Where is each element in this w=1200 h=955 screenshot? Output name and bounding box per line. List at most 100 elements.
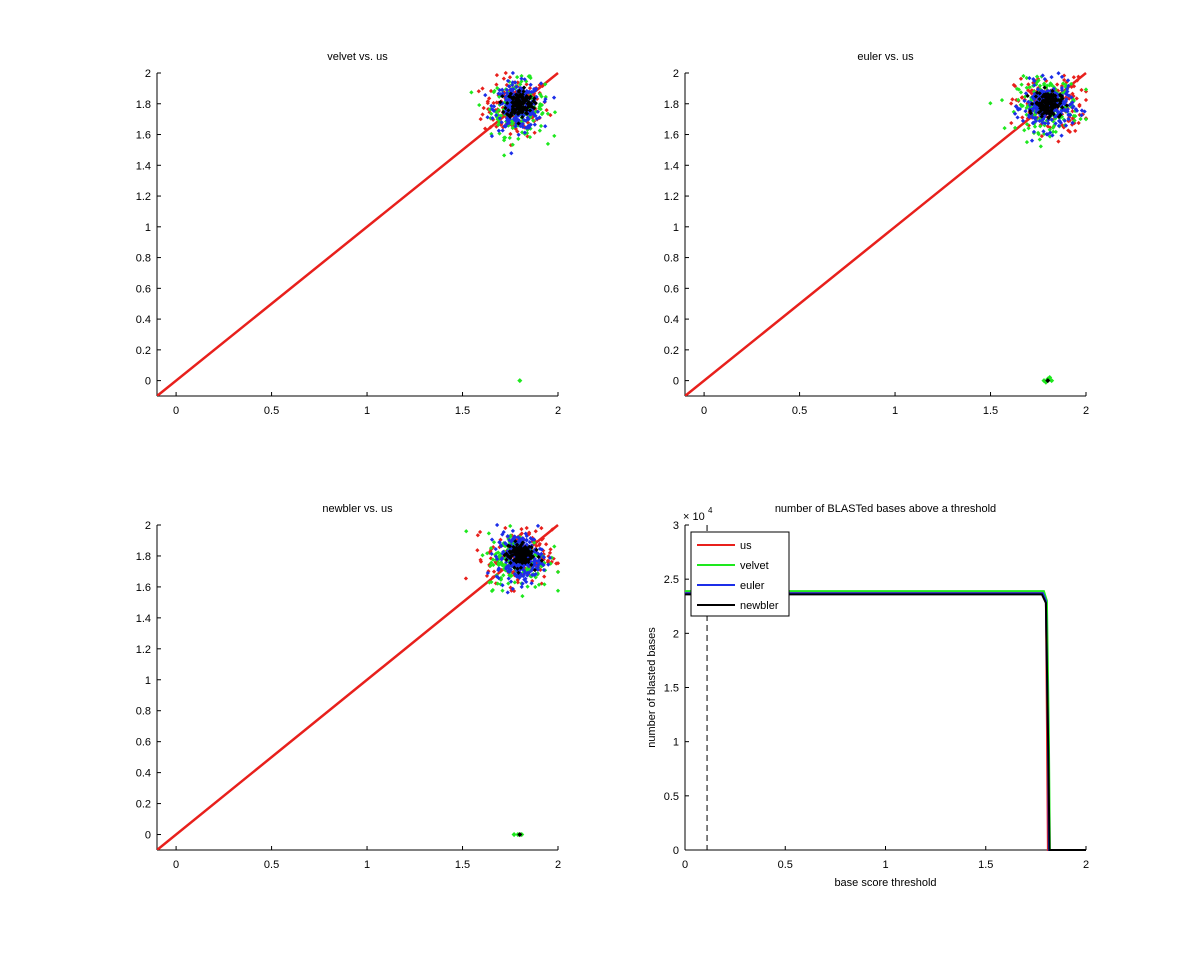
scatter-point	[500, 583, 505, 588]
scatter-point	[489, 134, 495, 139]
scatter-point	[505, 564, 510, 569]
scatter-point	[508, 131, 513, 137]
scatter-point	[1055, 82, 1060, 87]
scatter-point	[502, 135, 508, 140]
scatter-point	[490, 557, 496, 562]
scatter-point	[1029, 138, 1035, 143]
y-tick-label: 1.5	[664, 683, 679, 695]
y-tick-label: 0.2	[136, 345, 151, 357]
scatter-point	[533, 584, 538, 590]
scatter-point	[486, 531, 491, 536]
scatter-point	[999, 98, 1005, 103]
scatter-point	[488, 546, 494, 551]
scatter-point	[525, 573, 530, 578]
plot-area	[157, 522, 561, 850]
scatter-point	[502, 153, 507, 158]
scatter-point	[1024, 140, 1030, 145]
subplot-4: number of BLASTed bases above a threshol…	[646, 503, 1089, 889]
scatter-point	[532, 130, 537, 135]
scatter-point	[1027, 75, 1032, 81]
y-tick-label: 1.8	[664, 99, 679, 111]
scatter-point	[528, 82, 533, 87]
scatter-point	[524, 579, 529, 584]
scatter-point	[463, 576, 469, 581]
scatter-point	[529, 562, 534, 567]
scatter-point	[509, 151, 514, 156]
scatter-point	[531, 559, 537, 564]
scatter-point	[493, 547, 498, 552]
scatter-point	[522, 546, 528, 551]
plot-area	[157, 70, 559, 396]
scatter-point	[1066, 128, 1071, 133]
x-tick-label: 0.5	[264, 405, 279, 417]
scatter-point	[1056, 71, 1061, 76]
scatter-point	[552, 544, 557, 549]
subplot-2: euler vs. us 0 0.5 1 1.5 2 0 0.2 0.4 0.6 0.8 1 1.2 1.…	[664, 51, 1089, 417]
scatter-point	[507, 75, 513, 80]
scatter-point	[489, 579, 494, 585]
x-tick-label: 0	[173, 859, 179, 871]
scatter-point	[520, 130, 525, 135]
scatter-point	[555, 588, 561, 593]
scatter-point	[1049, 74, 1054, 80]
x-tick-label: 0	[173, 405, 179, 417]
scatter-point	[485, 551, 490, 556]
x-tick-label: 0.5	[778, 859, 793, 871]
scatter-point	[514, 542, 520, 547]
y-tick-label: 1.6	[136, 130, 151, 142]
scatter-point	[512, 551, 518, 556]
scatter-point	[496, 566, 502, 571]
scatter-point	[491, 569, 497, 574]
scatter-point	[1053, 129, 1058, 134]
reference-line	[157, 524, 559, 850]
scatter-point	[1051, 129, 1056, 134]
x-tick-label: 0	[701, 405, 707, 417]
series-line-newbler	[685, 593, 1086, 851]
scatter-point	[516, 535, 521, 540]
y-axis-label: number of blasted bases	[646, 627, 658, 748]
scatter-point	[1045, 132, 1050, 137]
outlier-point	[517, 831, 523, 838]
scatter-point	[552, 133, 557, 139]
y-tick-label: 1.8	[136, 551, 151, 563]
scatter-point	[1026, 126, 1031, 131]
scatter-point	[527, 540, 532, 545]
x-tick-label: 1	[892, 405, 898, 417]
scatter-point	[547, 550, 553, 555]
scatter-point	[516, 570, 521, 575]
scatter-point	[478, 117, 483, 122]
scatter-point	[512, 565, 517, 570]
scatter-point	[532, 540, 537, 545]
chart-title: number of BLASTed bases above a threshol…	[775, 503, 996, 515]
scatter-point	[507, 549, 512, 554]
x-axis-label: base score threshold	[834, 877, 936, 889]
scatter-point	[501, 573, 506, 578]
scatter-point	[511, 544, 516, 550]
y-tick-label: 2	[673, 68, 679, 80]
scatter-point	[499, 560, 504, 565]
scatter-point	[1059, 133, 1064, 138]
scatter-point	[495, 581, 500, 586]
scatter-point	[1022, 128, 1027, 133]
scatter-point	[525, 548, 531, 553]
scatter-point	[506, 576, 511, 581]
x-tick-label: 1	[882, 859, 888, 871]
scatter-point	[475, 548, 480, 553]
scatter-point	[537, 541, 542, 547]
scatter-point	[1050, 133, 1055, 138]
y-tick-label: 0.6	[664, 283, 679, 295]
scatter-point	[532, 568, 538, 573]
y-tick-label: 2.5	[664, 574, 679, 586]
scatter-point	[476, 89, 481, 94]
scatter-point	[469, 90, 474, 95]
scatter-point	[542, 582, 547, 587]
scatter-point	[481, 105, 486, 111]
x-tick-label: 1.5	[983, 405, 998, 417]
scatter-point	[510, 70, 516, 76]
legend-label-us: us	[740, 540, 752, 552]
scatter-point	[1078, 116, 1083, 122]
scatter-point	[529, 554, 534, 559]
y-tick-label: 0.4	[664, 314, 679, 326]
scatter-point	[523, 576, 528, 581]
x-tick-label: 1.5	[455, 405, 470, 417]
